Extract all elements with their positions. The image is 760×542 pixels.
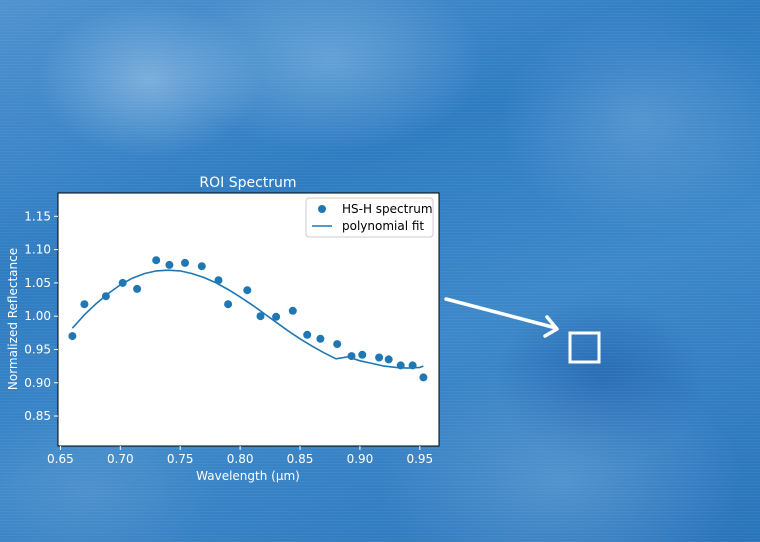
y-axis: 0.85 0.90 0.95 1.00 1.05 1.10 1.15 <box>24 209 58 423</box>
y-tick-label: 1.05 <box>24 276 51 290</box>
legend-label-line: polynomial fit <box>342 219 424 233</box>
x-tick-label: 0.85 <box>287 452 314 466</box>
x-tick-label: 0.70 <box>107 452 134 466</box>
x-tick-label: 0.80 <box>227 452 254 466</box>
scatter-point <box>272 312 281 321</box>
legend: HS-H spectrum polynomial fit <box>305 197 434 238</box>
y-tick-label: 1.00 <box>24 309 51 323</box>
x-tick-label: 0.75 <box>167 452 194 466</box>
scatter-point <box>214 276 223 285</box>
scatter-point <box>419 373 428 382</box>
scatter-point <box>133 284 142 293</box>
scatter-point <box>256 312 265 321</box>
legend-label-scatter: HS-H spectrum <box>342 202 433 216</box>
y-tick-label: 0.95 <box>24 342 51 356</box>
arrow-shaft <box>444 297 558 330</box>
scatter-point <box>181 258 189 267</box>
y-tick-label: 1.15 <box>24 209 51 223</box>
x-axis-title: Wavelength (μm) <box>196 469 300 483</box>
scatter-point <box>118 278 127 287</box>
chart-title: ROI Spectrum <box>199 175 296 191</box>
y-tick-label: 0.85 <box>24 409 51 423</box>
legend-box <box>305 197 434 238</box>
scatter-point <box>152 256 161 265</box>
scatter-point <box>358 350 367 359</box>
y-axis-title: Normalized Reflectance <box>6 248 20 390</box>
scatter-point <box>197 262 206 271</box>
x-axis: 0.65 0.70 0.75 0.80 0.85 0.90 0.95 <box>47 446 433 466</box>
legend-marker-scatter <box>318 205 326 213</box>
roi-box <box>568 331 601 364</box>
scatter-point <box>384 355 393 364</box>
y-tick-label: 1.10 <box>24 243 51 257</box>
scatter-points <box>68 256 428 382</box>
scatter-point <box>68 332 77 341</box>
x-tick-label: 0.90 <box>347 452 374 466</box>
scatter-point <box>316 334 325 343</box>
scatter-point <box>333 340 342 349</box>
arrow-head <box>543 315 559 338</box>
scatter-point <box>243 286 252 295</box>
scatter-point <box>224 300 233 309</box>
scatter-point <box>288 306 297 315</box>
scatter-point <box>375 353 384 362</box>
scatter-point <box>347 352 356 361</box>
scatter-point <box>303 330 312 339</box>
scatter-point <box>80 300 89 309</box>
roi-annotation <box>444 297 601 364</box>
scatter-point <box>408 361 417 370</box>
x-tick-label: 0.95 <box>406 452 433 466</box>
x-tick-label: 0.65 <box>47 452 74 466</box>
scatter-point <box>396 361 405 370</box>
scatter-point <box>101 292 110 301</box>
y-tick-label: 0.90 <box>24 376 51 390</box>
fit-line <box>71 269 424 369</box>
fit-line-group <box>71 269 424 369</box>
scatter-point <box>165 260 174 269</box>
